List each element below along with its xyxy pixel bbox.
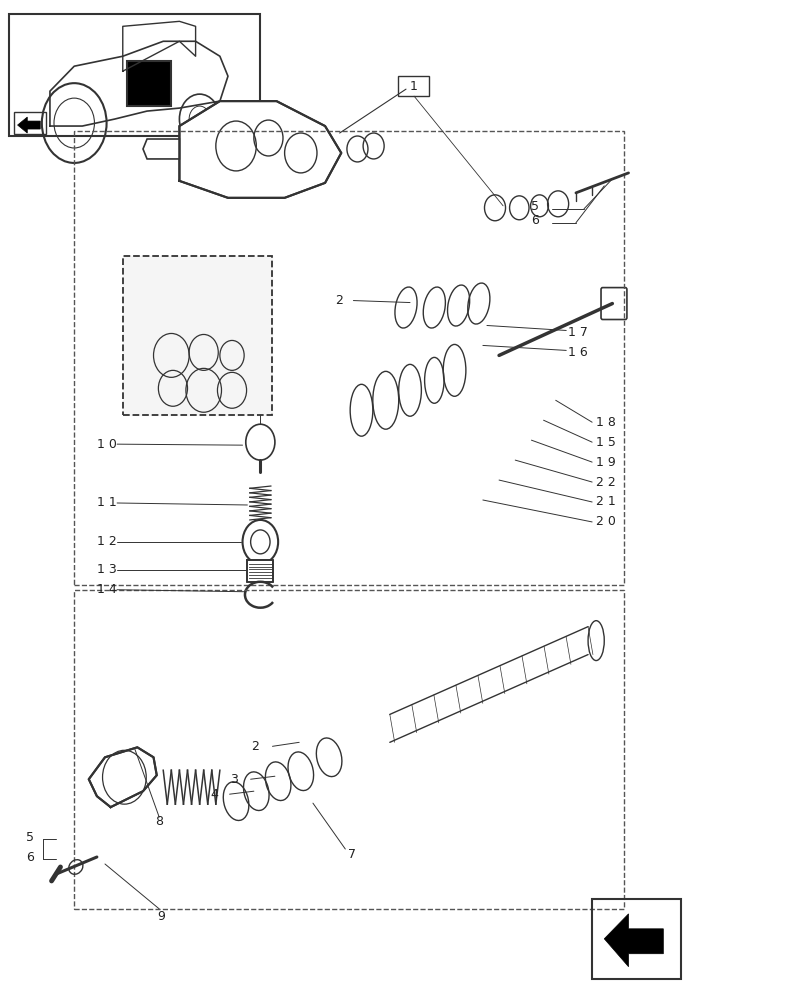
Polygon shape [247, 560, 273, 582]
Text: 1 2: 1 2 [97, 535, 117, 548]
Bar [74, 131, 624, 585]
Text: 1 9: 1 9 [595, 456, 616, 469]
Bar [397, 76, 428, 96]
Text: 2 1: 2 1 [595, 495, 616, 508]
Text: 1 3: 1 3 [97, 563, 117, 576]
Bar [127, 61, 171, 106]
Bar [591, 899, 680, 979]
Bar [14, 112, 46, 134]
Circle shape [246, 424, 275, 460]
Bar [74, 590, 624, 909]
Polygon shape [122, 256, 272, 415]
Text: 1: 1 [409, 80, 417, 93]
Text: 7: 7 [347, 848, 355, 861]
Polygon shape [18, 117, 41, 133]
Text: 3: 3 [230, 773, 237, 786]
Text: 2: 2 [251, 740, 258, 753]
Text: 1 6: 1 6 [567, 346, 587, 359]
Polygon shape [179, 101, 341, 198]
Bar [10, 14, 260, 136]
Text: 5: 5 [530, 200, 539, 213]
Text: 9: 9 [157, 910, 165, 923]
Text: 6: 6 [26, 851, 33, 864]
Text: 1 7: 1 7 [567, 326, 587, 339]
Text: 1 8: 1 8 [595, 416, 616, 429]
FancyBboxPatch shape [600, 288, 626, 320]
Text: 2 0: 2 0 [595, 515, 616, 528]
Text: 1 5: 1 5 [595, 436, 616, 449]
Text: 1 0: 1 0 [97, 438, 117, 451]
Text: 5: 5 [26, 831, 33, 844]
Polygon shape [143, 139, 179, 159]
Bar [122, 256, 272, 415]
Text: 2 2: 2 2 [595, 476, 616, 489]
Text: 2: 2 [334, 294, 342, 307]
Polygon shape [603, 914, 663, 967]
Polygon shape [88, 747, 157, 807]
Text: 1 4: 1 4 [97, 583, 117, 596]
Text: 6: 6 [530, 214, 539, 227]
Text: 1 1: 1 1 [97, 496, 117, 509]
Text: 8: 8 [155, 815, 163, 828]
Text: 4: 4 [210, 788, 218, 801]
